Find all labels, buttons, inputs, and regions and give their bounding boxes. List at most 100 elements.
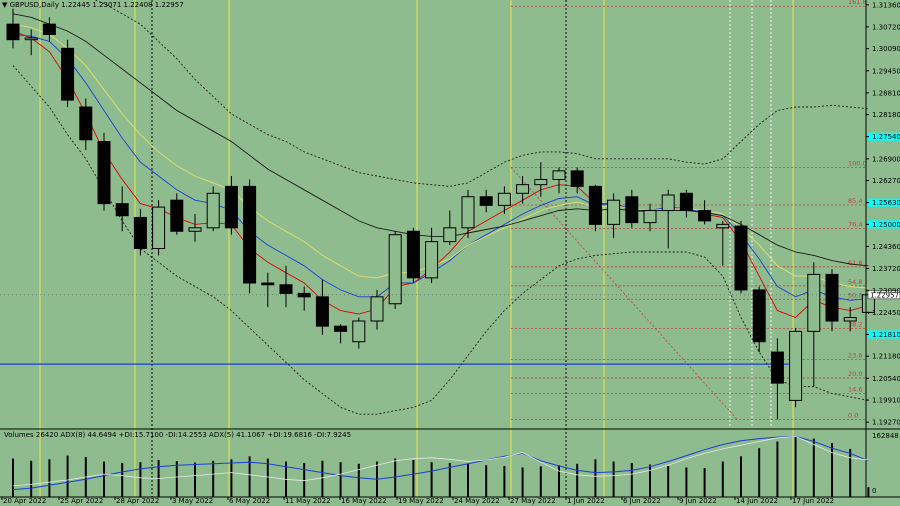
price-tick-label: 1.23720 xyxy=(872,265,900,273)
bearish-candle xyxy=(479,196,493,206)
fibonacci-level-label: 100.0 xyxy=(848,159,867,167)
bearish-candle xyxy=(170,199,184,232)
indicator-title: Volumes 26420 ADX(8) 44.6494 +DI:15.7100… xyxy=(4,431,352,439)
current-price-tag xyxy=(867,290,900,300)
bearish-candle xyxy=(334,325,348,332)
price-level-highlight xyxy=(868,220,900,229)
fibonacci-level-label: 54.8 xyxy=(848,278,862,286)
bearish-candle xyxy=(97,141,111,205)
bullish-candle xyxy=(352,320,366,343)
bullish-candle xyxy=(388,234,402,305)
bullish-candle xyxy=(188,227,202,232)
price-tick-label: 1.25000 xyxy=(872,221,900,229)
date-tick-label: 25 Apr 2022 xyxy=(60,497,103,505)
bearish-candle xyxy=(679,192,693,212)
price-tick-label: 1.22450 xyxy=(872,309,900,317)
price-tick-label: 1.24360 xyxy=(872,243,900,251)
bearish-candle xyxy=(261,282,275,286)
fibonacci-level-label: 161.8 xyxy=(848,0,867,6)
bullish-candle xyxy=(607,199,621,225)
date-tick-label: 6 Jun 2022 xyxy=(623,497,661,505)
volume-max-label: 162848 xyxy=(872,432,899,440)
bearish-candle xyxy=(6,23,20,41)
di-line xyxy=(12,435,869,487)
moving-average-yellow xyxy=(12,23,869,289)
bullish-candle xyxy=(534,178,548,186)
price-tick-label: 1.28810 xyxy=(872,89,900,97)
symbol-label: GBPUSD,Daily xyxy=(9,1,59,9)
bearish-candle xyxy=(570,170,584,187)
date-tick-label: 11 May 2022 xyxy=(285,497,331,505)
date-tick-label: 6 May 2022 xyxy=(229,497,270,505)
triangle-down-icon[interactable]: ▼ xyxy=(2,1,8,9)
bearish-candle xyxy=(825,273,839,322)
date-tick-label: 16 May 2022 xyxy=(341,497,387,505)
date-tick-label: 28 Apr 2022 xyxy=(116,497,159,505)
date-tick-label: 14 Jun 2022 xyxy=(736,497,778,505)
price-tick-label: 1.21180 xyxy=(872,353,900,361)
price-tick-label: 1.29450 xyxy=(872,67,900,75)
price-tick-label: 1.28180 xyxy=(872,111,900,119)
bullish-candle xyxy=(443,227,457,243)
price-level-highlight xyxy=(868,330,900,339)
bearish-candle xyxy=(243,185,257,284)
bearish-candle xyxy=(133,216,147,250)
date-tick-label: 19 May 2022 xyxy=(398,497,444,505)
price-tick-label: 1.19270 xyxy=(872,419,900,427)
bullish-candle xyxy=(516,184,530,194)
bullish-candle xyxy=(497,192,511,206)
price-tick-label: 1.26900 xyxy=(872,155,900,163)
bearish-candle xyxy=(625,196,639,224)
fibonacci-level-label: 38.2 xyxy=(848,321,862,329)
bearish-candle xyxy=(115,203,129,217)
bullish-candle xyxy=(661,194,675,212)
fibonacci-level-label: 14.6 xyxy=(848,385,862,393)
price-tick-label: 1.31360 xyxy=(872,1,900,9)
price-tick-label: 1.23090 xyxy=(872,287,900,295)
ohlc-label: 1.22445 1.23071 1.22408 1.22957 xyxy=(61,1,184,9)
bearish-candle xyxy=(224,185,238,229)
bearish-candle xyxy=(61,47,75,101)
bearish-candle xyxy=(752,289,766,343)
bearish-candle xyxy=(406,230,420,279)
adx-line xyxy=(12,435,869,491)
chart-title: ▼ GBPUSD,Daily 1.22445 1.23071 1.22408 1… xyxy=(2,1,184,9)
fibonacci-level-label: 23.6 xyxy=(848,352,862,360)
fibonacci-level-label: 85.4 xyxy=(848,197,862,205)
bullish-candle xyxy=(461,196,475,229)
current-price-label: 1.22957 xyxy=(870,291,899,299)
price-tick-label: 1.26270 xyxy=(872,177,900,185)
fibonacci-level-label: 20.0 xyxy=(848,370,862,378)
price-tick-label: 1.21810 xyxy=(872,331,900,339)
price-tick-label: 1.30720 xyxy=(872,23,900,31)
bearish-candle xyxy=(698,210,712,222)
bullish-candle xyxy=(807,273,821,332)
date-tick-label: 27 May 2022 xyxy=(510,497,556,505)
bullish-candle xyxy=(552,170,566,180)
price-level-highlight xyxy=(868,198,900,207)
bollinger-upper-band xyxy=(93,0,869,187)
bullish-candle xyxy=(789,330,803,401)
price-tick-label: 1.25630 xyxy=(872,199,900,207)
bearish-candle xyxy=(279,284,293,294)
bearish-candle xyxy=(315,296,329,327)
bearish-candle xyxy=(770,351,784,384)
bearish-candle xyxy=(734,225,748,291)
date-tick-label: 3 May 2022 xyxy=(172,497,213,505)
bullish-candle xyxy=(24,37,38,41)
date-tick-label: 1 Jun 2022 xyxy=(567,497,605,505)
fibonacci-level-label: 0.0 xyxy=(848,411,858,419)
bullish-candle xyxy=(152,206,166,250)
price-tick-label: 1.20540 xyxy=(872,375,900,383)
price-tick-label: 1.30090 xyxy=(872,45,900,53)
bullish-candle xyxy=(370,296,384,322)
bullish-candle xyxy=(843,317,857,322)
date-tick-label: 17 Jun 2022 xyxy=(792,497,834,505)
date-tick-label: 9 Jun 2022 xyxy=(679,497,717,505)
bearish-candle xyxy=(42,23,56,36)
moving-average-black xyxy=(12,13,869,267)
date-tick-label: 24 May 2022 xyxy=(454,497,500,505)
price-tick-label: 1.19910 xyxy=(872,397,900,405)
